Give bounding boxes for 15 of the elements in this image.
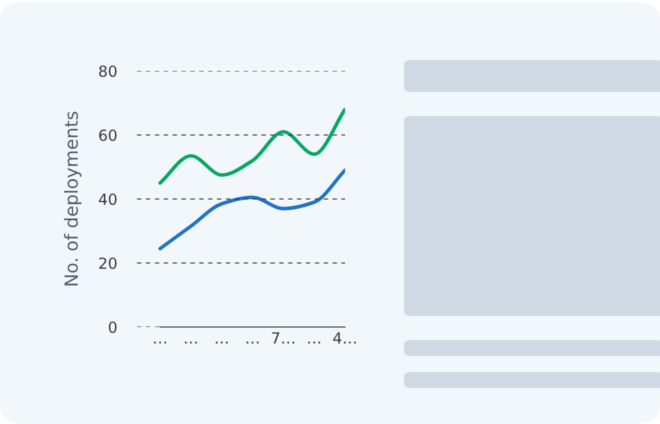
x-tick-label: … [246, 342, 258, 344]
y-tick-label: 80 [99, 65, 117, 78]
y-tick-label: 60 [99, 129, 117, 142]
y-axis-title: No. of deployments [64, 112, 82, 286]
y-tick-label: 40 [98, 193, 117, 206]
x-tick-label: … [185, 342, 197, 344]
line-series [158, 108, 345, 185]
x-tick-label: … [216, 342, 228, 344]
y-tick-label: 0 [108, 321, 117, 334]
x-tick-label: … [308, 342, 320, 344]
x-tick-label: 4… [333, 332, 356, 344]
x-tick-label: 7… [272, 332, 294, 344]
x-tick-label: … [154, 342, 166, 344]
line-series [158, 168, 345, 250]
y-tick-label: 20 [99, 257, 117, 270]
